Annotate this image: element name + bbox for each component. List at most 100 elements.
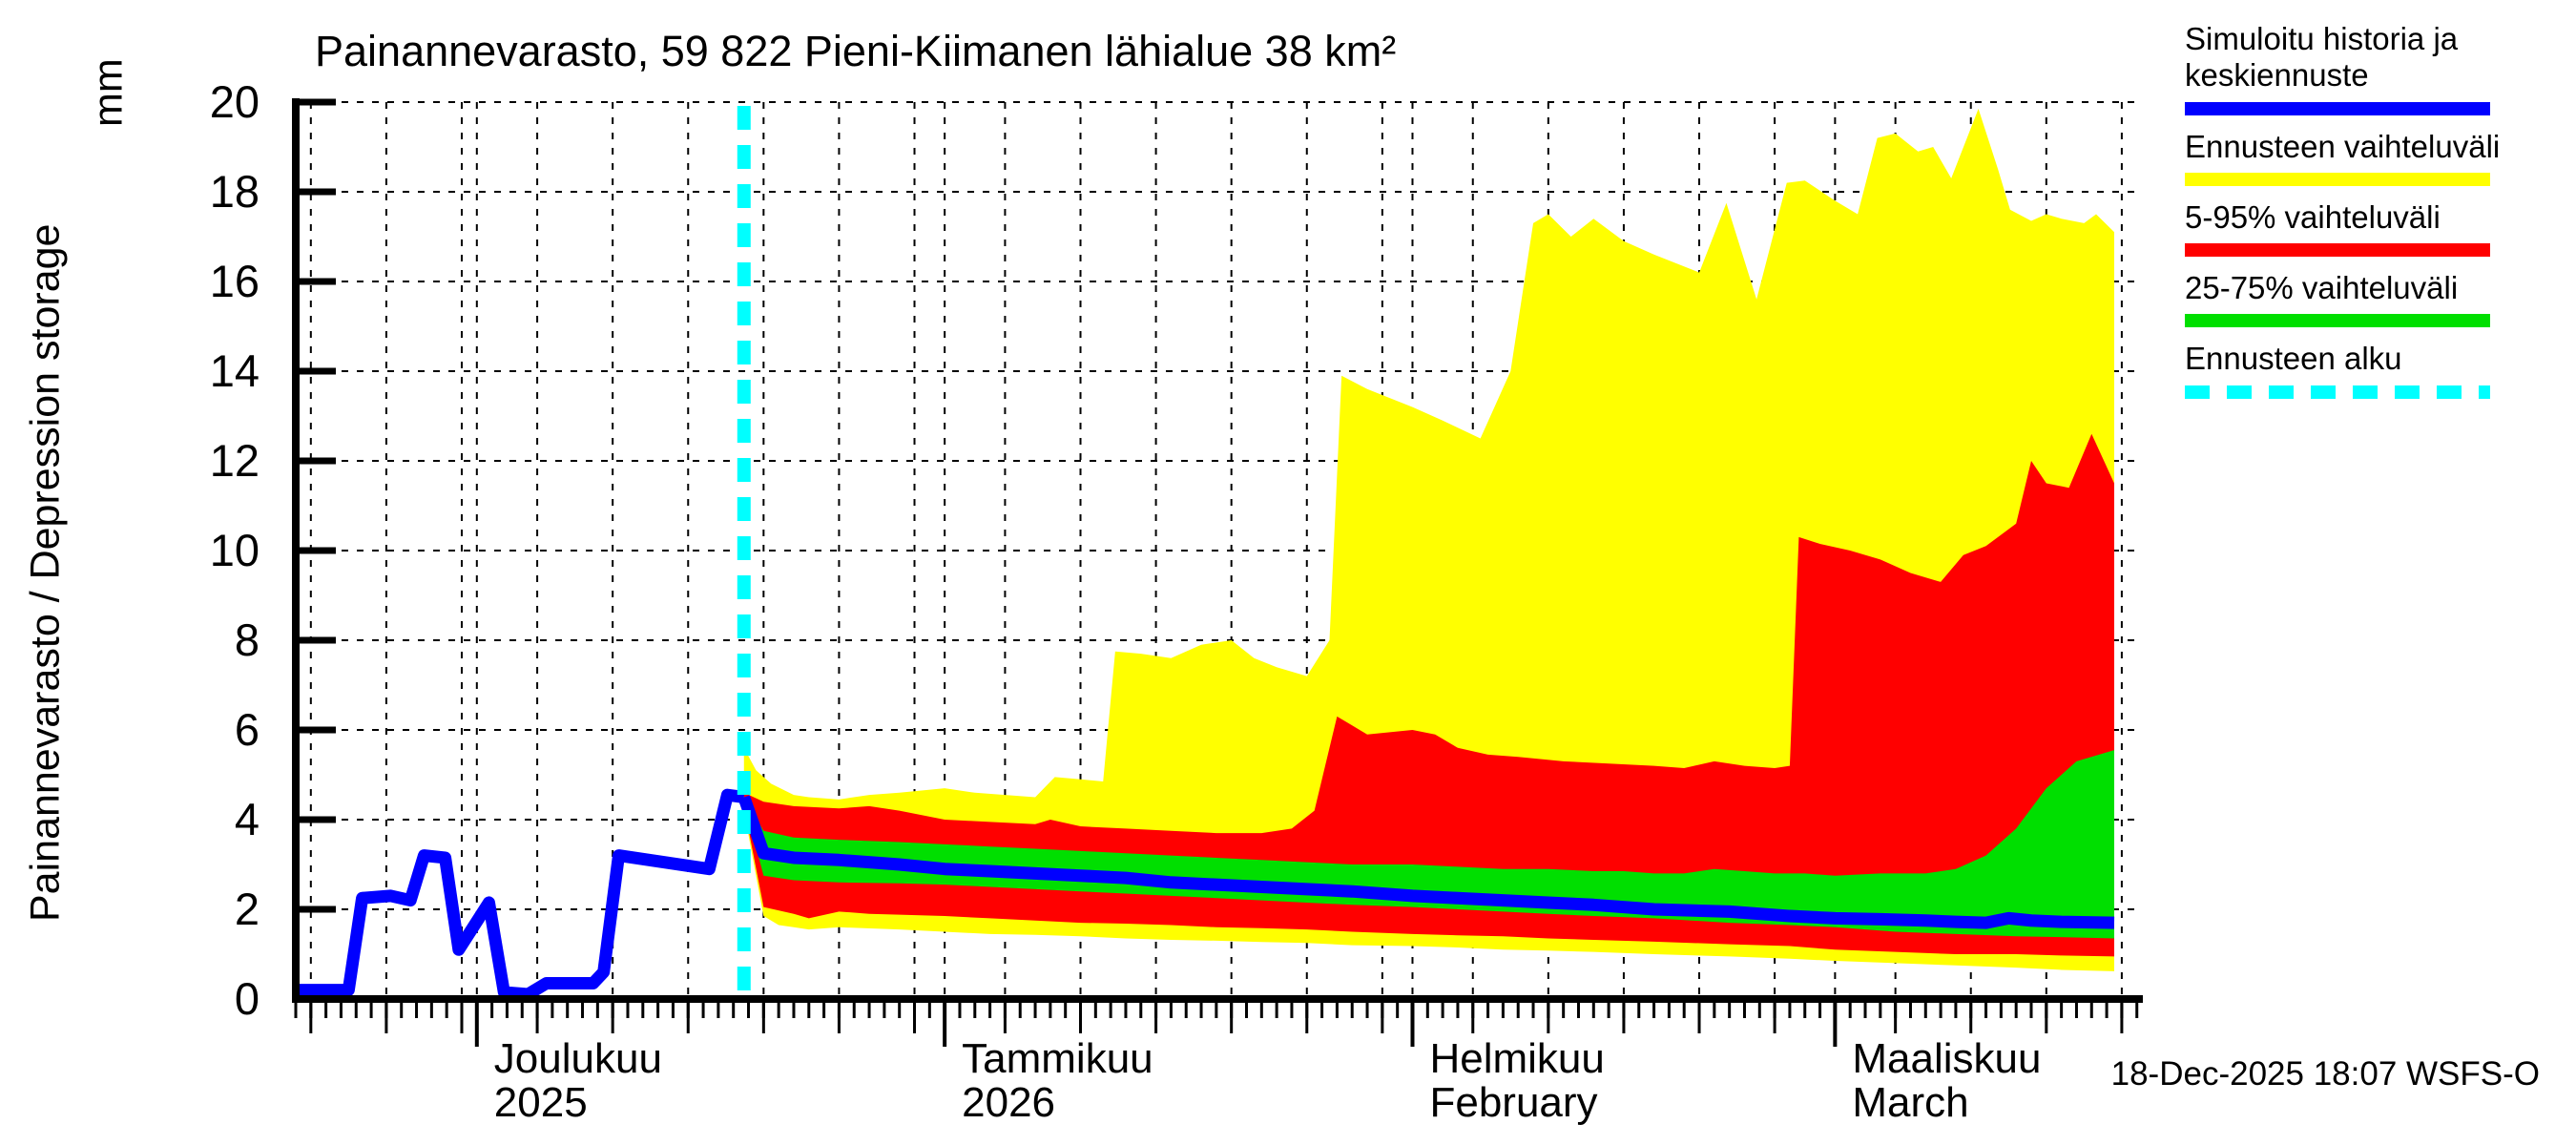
- x-minor-tick: [369, 1003, 373, 1018]
- range-5-95-swatch: [2185, 243, 2490, 258]
- y-tick-label: 18: [210, 166, 260, 217]
- y-tick-label: 20: [210, 76, 260, 127]
- month-sublabel: March: [1852, 1079, 1968, 1126]
- x-minor-tick: [867, 1003, 871, 1018]
- x-minor-tick: [505, 1003, 509, 1018]
- y-tick-label: 0: [235, 973, 260, 1024]
- x-minor-tick: [732, 1003, 736, 1018]
- legend-item-25-75: 25-75% vaihteluväli: [2185, 270, 2566, 328]
- y-tick-label: 8: [235, 614, 260, 665]
- y-tick-label: 16: [210, 256, 260, 306]
- x-minor-tick: [1879, 1003, 1882, 1018]
- x-minor-tick: [354, 1003, 358, 1018]
- series-line: [296, 788, 745, 1001]
- x-5day-tick: [1230, 1003, 1234, 1033]
- x-minor-tick: [1531, 1003, 1535, 1018]
- y-tick: [296, 367, 336, 375]
- chart-title: Painannevarasto, 59 822 Pieni-Kiimanen l…: [315, 27, 1397, 75]
- x-minor-tick: [551, 1003, 554, 1018]
- y-tick: [296, 278, 336, 285]
- x-minor-tick: [1093, 1003, 1097, 1018]
- x-minor-tick: [1199, 1003, 1203, 1018]
- band-ffff00: [743, 109, 2114, 971]
- x-minor-tick: [1984, 1003, 1988, 1018]
- month-sublabel: 2025: [494, 1079, 588, 1126]
- x-minor-tick: [1365, 1003, 1369, 1018]
- x-minor-tick: [1350, 1003, 1354, 1018]
- series-line: [737, 795, 2115, 929]
- x-minor-tick: [2135, 1003, 2139, 1018]
- x-5day-tick: [535, 1003, 539, 1033]
- x-5day-tick: [611, 1003, 614, 1033]
- x-minor-tick: [641, 1003, 645, 1018]
- x-minor-tick: [807, 1003, 811, 1018]
- y-tick: [296, 457, 336, 465]
- x-minor-tick: [1169, 1003, 1173, 1018]
- timestamp: 18-Dec-2025 18:07 WSFS-O: [2110, 1055, 2540, 1093]
- x-minor-tick: [1139, 1003, 1143, 1018]
- x-minor-tick: [717, 1003, 720, 1018]
- x-minor-tick: [1757, 1003, 1761, 1018]
- x-minor-tick: [988, 1003, 992, 1018]
- x-minor-tick: [2089, 1003, 2093, 1018]
- x-5day-tick: [1471, 1003, 1475, 1033]
- x-minor-tick: [1259, 1003, 1263, 1018]
- month-sublabel: February: [1429, 1079, 1597, 1126]
- x-minor-tick: [1124, 1003, 1128, 1018]
- x-minor-tick: [490, 1003, 494, 1018]
- x-5day-tick: [1969, 1003, 1973, 1033]
- legend-label: 5-95% vaihteluväli: [2185, 198, 2441, 235]
- x-minor-tick: [1803, 1003, 1807, 1018]
- x-minor-tick: [1562, 1003, 1566, 1018]
- legend-label: Ennusteen alku: [2185, 341, 2402, 377]
- x-minor-tick: [2074, 1003, 2078, 1018]
- x-minor-tick: [852, 1003, 856, 1018]
- x-5day-tick: [1154, 1003, 1158, 1033]
- x-minor-tick: [1215, 1003, 1218, 1018]
- x-minor-tick: [1425, 1003, 1429, 1018]
- y-tick: [296, 816, 336, 823]
- x-minor-tick: [656, 1003, 660, 1018]
- x-5day-tick: [309, 1003, 313, 1033]
- y-tick: [296, 995, 336, 1003]
- x-minor-tick: [1954, 1003, 1958, 1018]
- y-tick-label: 14: [210, 345, 260, 396]
- month-label: Tammikuu: [962, 1035, 1153, 1082]
- x-minor-tick: [1396, 1003, 1400, 1018]
- y-tick-label: 6: [235, 704, 260, 755]
- x-month-tick: [1833, 1003, 1838, 1047]
- month-label: Helmikuu: [1429, 1035, 1604, 1082]
- x-minor-tick: [445, 1003, 448, 1018]
- x-minor-tick: [1049, 1003, 1052, 1018]
- forecast-start-line-swatch: [2185, 385, 2490, 399]
- x-minor-tick: [671, 1003, 675, 1018]
- legend-item-forecast-range: Ennusteen vaihteluväli: [2185, 129, 2566, 186]
- x-5day-tick: [1305, 1003, 1309, 1033]
- band-00df00: [743, 750, 2114, 939]
- x-minor-tick: [1999, 1003, 2003, 1018]
- x-5day-tick: [2045, 1003, 2048, 1033]
- x-minor-tick: [1576, 1003, 1580, 1018]
- x-minor-tick: [1939, 1003, 1942, 1018]
- x-5day-tick: [1079, 1003, 1083, 1033]
- x-month-tick: [1410, 1003, 1415, 1047]
- x-minor-tick: [1788, 1003, 1792, 1018]
- x-minor-tick: [1184, 1003, 1188, 1018]
- x-minor-tick: [581, 1003, 585, 1018]
- forecast-range-swatch: [2185, 172, 2490, 186]
- x-minor-tick: [701, 1003, 705, 1018]
- x-minor-tick: [1456, 1003, 1460, 1018]
- x-minor-tick: [1607, 1003, 1610, 1018]
- x-minor-tick: [1109, 1003, 1112, 1018]
- x-month-tick: [943, 1003, 947, 1047]
- x-5day-tick: [837, 1003, 841, 1033]
- legend-label: 25-75% vaihteluväli: [2185, 270, 2459, 306]
- x-5day-tick: [1003, 1003, 1007, 1033]
- x-minor-tick: [792, 1003, 796, 1018]
- x-minor-tick: [1818, 1003, 1822, 1018]
- x-minor-tick: [777, 1003, 780, 1018]
- x-minor-tick: [429, 1003, 433, 1018]
- x-5day-tick: [1547, 1003, 1550, 1033]
